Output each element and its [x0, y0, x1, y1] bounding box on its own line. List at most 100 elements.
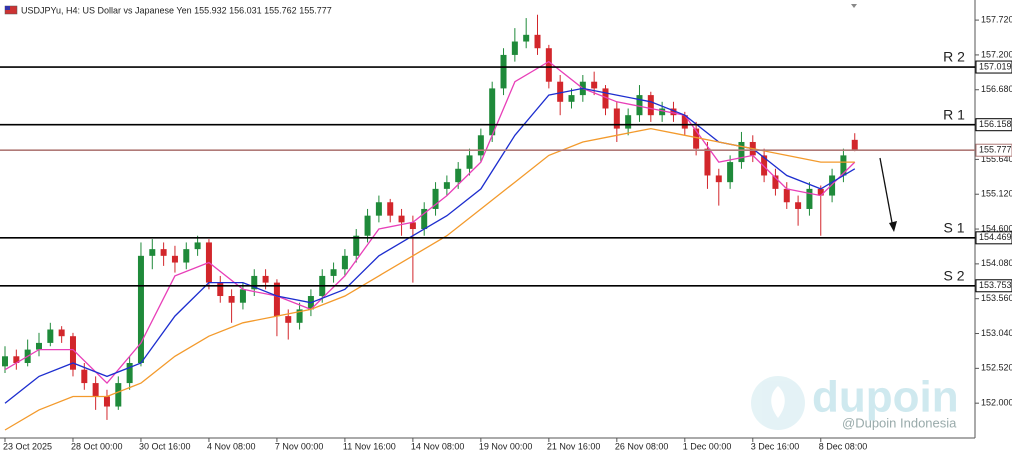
candle-body	[194, 242, 201, 250]
candle-body	[296, 309, 303, 323]
y-tick-label: 152.000	[981, 398, 1012, 408]
forecast-arrowhead	[889, 221, 897, 232]
price-box	[975, 231, 1012, 245]
candle-body	[432, 188, 439, 209]
candle-body	[681, 115, 688, 129]
y-tick-label: 156.680	[981, 84, 1012, 94]
symbol-icon-corner	[5, 6, 10, 10]
candle-body	[387, 202, 394, 216]
candle-body	[851, 139, 858, 151]
candle-body	[421, 208, 428, 230]
x-tick-label: 21 Nov 16:00	[547, 441, 601, 451]
candle-body	[35, 342, 42, 350]
candle-body	[455, 168, 462, 183]
level-label: S 2	[943, 267, 964, 283]
price-box-label: 156.158	[979, 119, 1012, 129]
candle-body	[2, 356, 8, 367]
moving-average-line	[4, 127, 855, 431]
x-tick-label: 7 Nov 00:00	[275, 441, 324, 451]
candle-body	[625, 115, 632, 129]
watermark-credit: @Dupoin Indonesia	[842, 415, 957, 430]
candle-body	[126, 362, 133, 384]
candle-body	[568, 95, 575, 102]
candle-body	[795, 202, 802, 209]
candle-body	[840, 155, 847, 176]
candle-body	[613, 108, 620, 129]
y-tick-label: 153.040	[981, 328, 1012, 338]
watermark-logo: dupoin	[812, 373, 959, 422]
price-box-label: 154.469	[979, 232, 1012, 242]
candle-body	[715, 175, 722, 183]
y-tick-label: 154.080	[981, 258, 1012, 268]
candle-body	[829, 175, 836, 196]
x-tick-label: 14 Nov 08:00	[411, 441, 465, 451]
candle-body	[783, 188, 790, 203]
price-box-label: 155.777	[979, 145, 1012, 155]
y-tick-label: 155.640	[981, 154, 1012, 164]
candle-body	[772, 175, 779, 189]
candle-body	[545, 48, 552, 82]
level-label: R 1	[943, 106, 965, 122]
candle-body	[92, 383, 99, 397]
price-box	[975, 279, 1012, 293]
candle-body	[636, 95, 643, 116]
candle-body	[500, 54, 507, 89]
candle-body	[761, 155, 768, 176]
candle-body	[285, 316, 292, 323]
level-label: S 1	[943, 220, 964, 236]
candle-body	[171, 255, 178, 263]
candle-body	[13, 356, 20, 363]
y-tick-label: 154.600	[981, 223, 1012, 233]
candle-body	[489, 88, 496, 136]
candle-body	[670, 108, 677, 116]
candle-body	[817, 188, 824, 196]
candle-body	[364, 215, 371, 236]
candle-body	[647, 95, 654, 116]
candle-body	[273, 282, 280, 317]
x-tick-label: 30 Oct 16:00	[139, 441, 191, 451]
candle-body	[409, 222, 416, 230]
candle-body	[47, 329, 54, 343]
price-box	[975, 118, 1012, 132]
candle-body	[375, 202, 382, 216]
candle-body	[69, 336, 76, 370]
watermark-icon	[751, 376, 805, 430]
x-tick-label: 4 Nov 08:00	[207, 441, 256, 451]
candle-body	[81, 369, 88, 384]
level-label: R 2	[943, 49, 965, 65]
candle-body	[738, 141, 745, 163]
candle-body	[398, 215, 405, 223]
candle-body	[239, 289, 246, 303]
candle-body	[115, 383, 122, 407]
y-tick-label: 153.560	[981, 293, 1012, 303]
candle-body	[149, 249, 156, 256]
candle-body	[103, 396, 110, 407]
price-box	[975, 60, 1012, 74]
candle-body	[330, 269, 337, 276]
y-tick-label: 152.520	[981, 363, 1012, 373]
price-box-label: 157.019	[979, 61, 1012, 71]
price-box-label: 153.753	[979, 280, 1012, 290]
x-tick-label: 8 Dec 08:00	[819, 441, 868, 451]
x-tick-label: 3 Dec 16:00	[751, 441, 800, 451]
candle-body	[806, 188, 813, 209]
candle-body	[591, 81, 598, 89]
moving-average-line	[4, 87, 856, 404]
y-tick-label: 157.720	[981, 14, 1012, 24]
candle-body	[523, 34, 530, 42]
candle-body	[727, 162, 734, 183]
y-tick-label: 155.120	[981, 189, 1012, 199]
candle-body	[137, 255, 144, 363]
candle-body	[466, 155, 473, 169]
candle-body	[228, 296, 235, 303]
candle-body	[183, 249, 190, 263]
moving-average-line	[4, 60, 856, 385]
x-tick-label: 23 Oct 2025	[3, 441, 52, 451]
candle-body	[704, 148, 711, 176]
candle-body	[160, 249, 167, 256]
candle-body	[262, 275, 269, 283]
candle-body	[251, 275, 258, 290]
y-tick-label: 157.200	[981, 49, 1012, 59]
candle-body	[341, 255, 348, 270]
